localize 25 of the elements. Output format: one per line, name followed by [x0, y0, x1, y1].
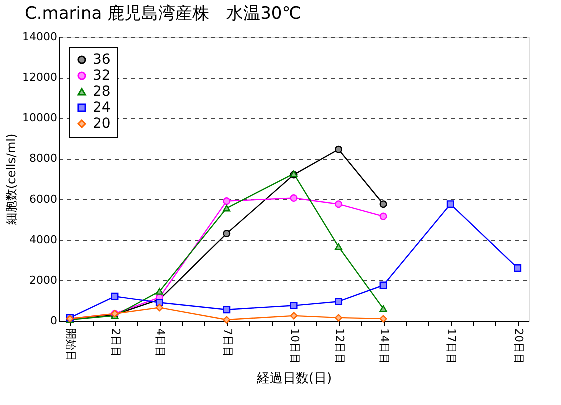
y-tick-label: 14000	[22, 30, 58, 44]
legend-label: 32	[93, 68, 111, 84]
x-tick-label: 17日目	[445, 328, 458, 364]
y-tick-label: 2000	[30, 274, 58, 287]
legend-label: 20	[93, 116, 111, 132]
x-tick-label: 12日目	[333, 328, 346, 364]
y-tick-label: 4000	[30, 233, 58, 246]
x-tick-label: 14日目	[378, 328, 392, 364]
y-tick-label: 6000	[30, 192, 58, 206]
x-tick-label: 20日目	[512, 328, 526, 364]
y-tick-label: 0	[50, 314, 58, 328]
x-tick-label: 開始日	[64, 328, 78, 362]
y-axis-title: 細胞数(cells/ml)	[4, 134, 19, 226]
x-tick-label: 2日目	[109, 328, 122, 358]
y-tick-label: 10000	[22, 112, 58, 125]
legend-label: 28	[93, 84, 111, 100]
x-tick-label: 4日目	[154, 328, 168, 358]
x-axis-title: 経過日数(日)	[256, 371, 332, 386]
x-tick-label: 10日目	[288, 328, 302, 364]
x-tick-label: 7日目	[221, 328, 234, 358]
chart-title: C.marina 鹿児島湾産株 水温30℃	[25, 4, 302, 24]
legend-label: 36	[93, 52, 111, 68]
legend-label: 24	[93, 100, 111, 116]
y-tick-label: 12000	[22, 71, 58, 84]
y-tick-label: 8000	[30, 152, 58, 166]
